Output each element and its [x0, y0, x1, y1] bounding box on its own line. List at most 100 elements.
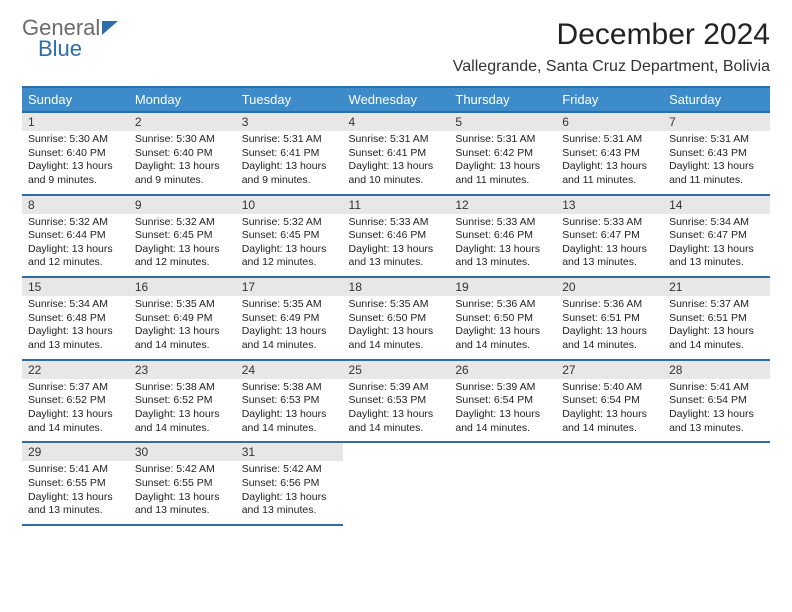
day-body: Sunrise: 5:42 AMSunset: 6:56 PMDaylight:… — [236, 461, 343, 524]
day-cell: 23Sunrise: 5:38 AMSunset: 6:52 PMDayligh… — [129, 361, 236, 444]
day-cell: 15Sunrise: 5:34 AMSunset: 6:48 PMDayligh… — [22, 278, 129, 361]
sunrise-line: Sunrise: 5:42 AM — [135, 463, 230, 477]
daylight-line: Daylight: 13 hours and 14 minutes. — [562, 408, 657, 435]
daylight-line: Daylight: 13 hours and 12 minutes. — [135, 243, 230, 270]
day-body: Sunrise: 5:35 AMSunset: 6:49 PMDaylight:… — [236, 296, 343, 359]
day-body: Sunrise: 5:40 AMSunset: 6:54 PMDaylight:… — [556, 379, 663, 442]
logo: General Blue — [22, 18, 118, 60]
sunrise-line: Sunrise: 5:34 AM — [669, 216, 764, 230]
week-row: 1Sunrise: 5:30 AMSunset: 6:40 PMDaylight… — [22, 113, 770, 196]
day-body: Sunrise: 5:33 AMSunset: 6:47 PMDaylight:… — [556, 214, 663, 277]
col-monday: Monday — [129, 86, 236, 113]
day-cell: 2Sunrise: 5:30 AMSunset: 6:40 PMDaylight… — [129, 113, 236, 196]
day-cell — [343, 443, 450, 526]
sunset-line: Sunset: 6:55 PM — [135, 477, 230, 491]
day-number: 22 — [22, 361, 129, 379]
daylight-line: Daylight: 13 hours and 9 minutes. — [242, 160, 337, 187]
sunset-line: Sunset: 6:43 PM — [669, 147, 764, 161]
sunrise-line: Sunrise: 5:30 AM — [28, 133, 123, 147]
day-body: Sunrise: 5:36 AMSunset: 6:51 PMDaylight:… — [556, 296, 663, 359]
sunrise-line: Sunrise: 5:30 AM — [135, 133, 230, 147]
week-row: 29Sunrise: 5:41 AMSunset: 6:55 PMDayligh… — [22, 443, 770, 526]
sunrise-line: Sunrise: 5:38 AM — [242, 381, 337, 395]
week-row: 8Sunrise: 5:32 AMSunset: 6:44 PMDaylight… — [22, 196, 770, 279]
day-number: 31 — [236, 443, 343, 461]
col-thursday: Thursday — [449, 86, 556, 113]
day-body: Sunrise: 5:38 AMSunset: 6:53 PMDaylight:… — [236, 379, 343, 442]
day-body: Sunrise: 5:41 AMSunset: 6:55 PMDaylight:… — [22, 461, 129, 524]
sunrise-line: Sunrise: 5:39 AM — [349, 381, 444, 395]
sunrise-line: Sunrise: 5:31 AM — [562, 133, 657, 147]
day-cell: 19Sunrise: 5:36 AMSunset: 6:50 PMDayligh… — [449, 278, 556, 361]
day-body: Sunrise: 5:31 AMSunset: 6:43 PMDaylight:… — [556, 131, 663, 194]
day-cell: 22Sunrise: 5:37 AMSunset: 6:52 PMDayligh… — [22, 361, 129, 444]
sunset-line: Sunset: 6:42 PM — [455, 147, 550, 161]
sunset-line: Sunset: 6:56 PM — [242, 477, 337, 491]
sunrise-line: Sunrise: 5:42 AM — [242, 463, 337, 477]
day-number: 19 — [449, 278, 556, 296]
day-number: 28 — [663, 361, 770, 379]
day-number: 30 — [129, 443, 236, 461]
sunset-line: Sunset: 6:54 PM — [669, 394, 764, 408]
day-number: 2 — [129, 113, 236, 131]
daylight-line: Daylight: 13 hours and 13 minutes. — [242, 491, 337, 518]
day-number: 1 — [22, 113, 129, 131]
day-body: Sunrise: 5:37 AMSunset: 6:52 PMDaylight:… — [22, 379, 129, 442]
sunrise-line: Sunrise: 5:39 AM — [455, 381, 550, 395]
day-cell: 31Sunrise: 5:42 AMSunset: 6:56 PMDayligh… — [236, 443, 343, 526]
day-cell: 25Sunrise: 5:39 AMSunset: 6:53 PMDayligh… — [343, 361, 450, 444]
day-body: Sunrise: 5:34 AMSunset: 6:47 PMDaylight:… — [663, 214, 770, 277]
day-body: Sunrise: 5:34 AMSunset: 6:48 PMDaylight:… — [22, 296, 129, 359]
day-body: Sunrise: 5:42 AMSunset: 6:55 PMDaylight:… — [129, 461, 236, 524]
day-body: Sunrise: 5:39 AMSunset: 6:54 PMDaylight:… — [449, 379, 556, 442]
day-body: Sunrise: 5:31 AMSunset: 6:43 PMDaylight:… — [663, 131, 770, 194]
sunset-line: Sunset: 6:47 PM — [562, 229, 657, 243]
sunrise-line: Sunrise: 5:32 AM — [28, 216, 123, 230]
day-cell: 21Sunrise: 5:37 AMSunset: 6:51 PMDayligh… — [663, 278, 770, 361]
day-number: 10 — [236, 196, 343, 214]
week-row: 15Sunrise: 5:34 AMSunset: 6:48 PMDayligh… — [22, 278, 770, 361]
day-cell: 20Sunrise: 5:36 AMSunset: 6:51 PMDayligh… — [556, 278, 663, 361]
sunrise-line: Sunrise: 5:37 AM — [669, 298, 764, 312]
day-number: 15 — [22, 278, 129, 296]
sunrise-line: Sunrise: 5:38 AM — [135, 381, 230, 395]
sunset-line: Sunset: 6:44 PM — [28, 229, 123, 243]
day-number: 18 — [343, 278, 450, 296]
day-number: 14 — [663, 196, 770, 214]
daylight-line: Daylight: 13 hours and 14 minutes. — [28, 408, 123, 435]
sunrise-line: Sunrise: 5:33 AM — [349, 216, 444, 230]
day-cell: 30Sunrise: 5:42 AMSunset: 6:55 PMDayligh… — [129, 443, 236, 526]
day-cell: 9Sunrise: 5:32 AMSunset: 6:45 PMDaylight… — [129, 196, 236, 279]
day-body: Sunrise: 5:41 AMSunset: 6:54 PMDaylight:… — [663, 379, 770, 442]
day-number: 25 — [343, 361, 450, 379]
day-number: 6 — [556, 113, 663, 131]
calendar-table: Sunday Monday Tuesday Wednesday Thursday… — [22, 86, 770, 526]
day-cell: 17Sunrise: 5:35 AMSunset: 6:49 PMDayligh… — [236, 278, 343, 361]
sunrise-line: Sunrise: 5:41 AM — [669, 381, 764, 395]
day-cell: 26Sunrise: 5:39 AMSunset: 6:54 PMDayligh… — [449, 361, 556, 444]
day-body: Sunrise: 5:30 AMSunset: 6:40 PMDaylight:… — [129, 131, 236, 194]
sunset-line: Sunset: 6:49 PM — [135, 312, 230, 326]
day-number: 13 — [556, 196, 663, 214]
day-cell: 27Sunrise: 5:40 AMSunset: 6:54 PMDayligh… — [556, 361, 663, 444]
daylight-line: Daylight: 13 hours and 14 minutes. — [242, 408, 337, 435]
daylight-line: Daylight: 13 hours and 11 minutes. — [455, 160, 550, 187]
day-number: 11 — [343, 196, 450, 214]
sunset-line: Sunset: 6:40 PM — [28, 147, 123, 161]
day-cell: 1Sunrise: 5:30 AMSunset: 6:40 PMDaylight… — [22, 113, 129, 196]
day-cell: 7Sunrise: 5:31 AMSunset: 6:43 PMDaylight… — [663, 113, 770, 196]
daylight-line: Daylight: 13 hours and 13 minutes. — [349, 243, 444, 270]
day-cell — [449, 443, 556, 526]
day-cell: 11Sunrise: 5:33 AMSunset: 6:46 PMDayligh… — [343, 196, 450, 279]
col-friday: Friday — [556, 86, 663, 113]
header: General Blue December 2024 Vallegrande, … — [22, 18, 770, 76]
day-cell: 24Sunrise: 5:38 AMSunset: 6:53 PMDayligh… — [236, 361, 343, 444]
sunrise-line: Sunrise: 5:31 AM — [349, 133, 444, 147]
day-number: 16 — [129, 278, 236, 296]
daylight-line: Daylight: 13 hours and 9 minutes. — [135, 160, 230, 187]
daylight-line: Daylight: 13 hours and 14 minutes. — [242, 325, 337, 352]
day-number: 7 — [663, 113, 770, 131]
sunrise-line: Sunrise: 5:35 AM — [135, 298, 230, 312]
daylight-line: Daylight: 13 hours and 12 minutes. — [242, 243, 337, 270]
day-body: Sunrise: 5:32 AMSunset: 6:44 PMDaylight:… — [22, 214, 129, 277]
